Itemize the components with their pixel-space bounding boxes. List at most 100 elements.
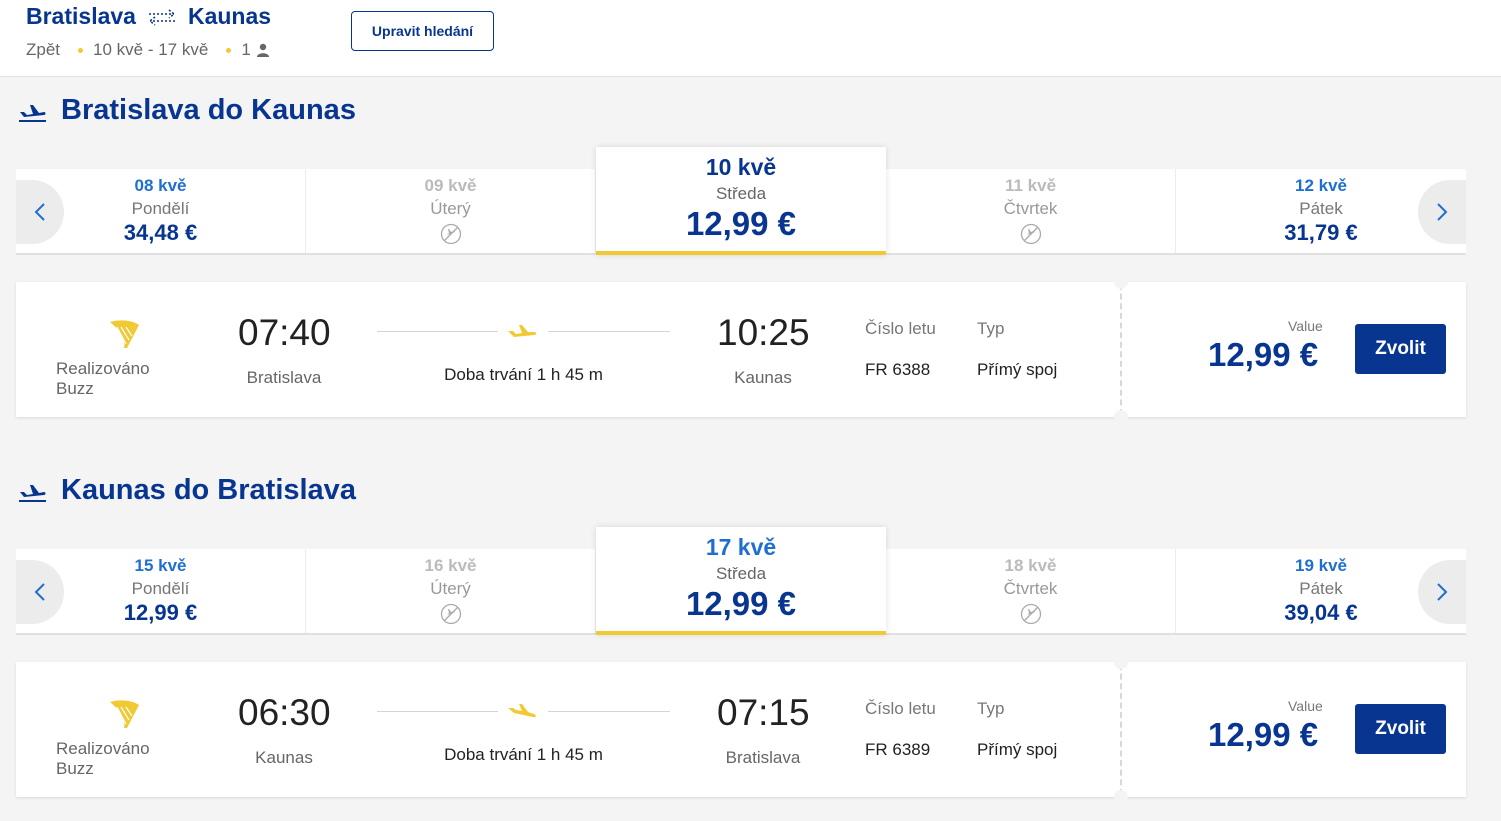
route-line (377, 331, 498, 332)
card-notch (1114, 790, 1128, 804)
flight-type: Přímý spoj (977, 740, 1058, 759)
date-price: 12,99 € (123, 600, 198, 625)
flight-number: FR 6388 (865, 360, 931, 379)
no-flight-icon (1020, 603, 1041, 625)
date-price: 12,99 € (685, 205, 797, 242)
section-title: Bratislava do Kaunas (18, 94, 356, 127)
weekday-label: Pátek (1299, 199, 1343, 218)
date-label: 19 kvě (1295, 556, 1347, 575)
flight-duration: Doba trvání 1 h 45 m (444, 365, 603, 384)
departure-city: Kaunas (255, 748, 313, 767)
plane-icon (508, 325, 537, 337)
section-title: Kaunas do Bratislava (18, 474, 356, 507)
person-icon (256, 43, 270, 57)
departure-city: Bratislava (246, 368, 322, 387)
weekday-label: Čtvrtek (1003, 579, 1058, 598)
flight-number: FR 6389 (865, 740, 931, 759)
search-details: Zpět 10 kvě - 17 kvě 1 (26, 40, 270, 60)
flight-duration: Doba trvání 1 h 45 m (444, 745, 603, 764)
date-label: 16 kvě (424, 556, 477, 575)
date-option[interactable]: 19 kvě Pátek 39,04 € (1176, 549, 1466, 633)
date-option[interactable]: 12 kvě Pátek 31,79 € (1176, 169, 1466, 253)
flight-card: Realizováno Buzz 07:40 Bratislava Doba t… (16, 275, 1466, 424)
flight-type-label: Typ (977, 699, 1005, 718)
travel-dates: 10 kvě - 17 kvě (93, 40, 209, 59)
weekday-label: Čtvrtek (1003, 199, 1058, 218)
select-flight-button[interactable]: Zvolit (1355, 324, 1446, 374)
card-notch (1114, 655, 1128, 669)
plane-landing-icon (508, 704, 536, 718)
date-label: 11 kvě (1004, 176, 1057, 195)
date-label: 08 kvě (134, 176, 187, 195)
plane-takeoff-icon (18, 480, 47, 502)
search-summary-bar: Bratislava Kaunas Zpět 10 kvě - 17 kvě 1… (0, 0, 1501, 77)
selected-date-option[interactable]: 17 kvě Středa 12,99 € (596, 527, 886, 635)
trip-type: Zpět (26, 40, 61, 59)
section-title-text: Kaunas do Bratislava (61, 474, 356, 506)
date-option: 18 kvě Čtvrtek (886, 549, 1176, 633)
arrival-city: Bratislava (725, 748, 801, 767)
date-option: 11 kvě Čtvrtek (886, 169, 1176, 253)
next-dates-button[interactable] (1418, 560, 1466, 624)
ryanair-harp-logo-icon (110, 700, 139, 728)
origin-city: Bratislava (26, 3, 136, 29)
date-option[interactable]: 15 kvě Pondělí 12,99 € (16, 549, 306, 633)
arrival-time: 07:15 (717, 692, 810, 733)
date-label: 09 kvě (424, 176, 477, 195)
date-label: 17 kvě (705, 534, 777, 560)
fare-price: 12,99 € (1208, 336, 1319, 373)
select-flight-button[interactable]: Zvolit (1355, 704, 1446, 754)
route-line (548, 711, 670, 712)
card-divider (1120, 664, 1122, 795)
edit-search-button[interactable]: Upravit hledání (351, 11, 494, 51)
card-divider (1120, 284, 1122, 415)
date-option[interactable]: 08 kvě Pondělí 34,48 € (16, 169, 306, 253)
route-line (548, 331, 670, 332)
date-option: 09 kvě Úterý (306, 169, 596, 253)
weekday-label: Pátek (1299, 579, 1343, 598)
weekday-label: Středa (715, 564, 767, 583)
destination-city: Kaunas (187, 3, 272, 29)
date-price: 34,48 € (123, 220, 198, 245)
chevron-left-icon (34, 203, 45, 221)
separator-dot (78, 47, 84, 53)
date-option: 16 kvě Úterý (306, 549, 596, 633)
passenger-count: 1 (241, 40, 251, 59)
flight-card: Realizováno Buzz 06:30 Kaunas Doba trván… (16, 655, 1466, 804)
arrival-city: Kaunas (734, 368, 792, 387)
date-label: 10 kvě (705, 154, 777, 180)
selected-date-option[interactable]: 10 kvě Středa 12,99 € (596, 147, 886, 255)
weekday-label: Pondělí (131, 199, 190, 218)
fare-price: 12,99 € (1208, 716, 1319, 753)
round-trip-arrows-icon (146, 8, 178, 26)
separator-dot (226, 47, 232, 53)
chevron-right-icon (1437, 583, 1448, 601)
section-title-text: Bratislava do Kaunas (61, 94, 356, 126)
next-dates-button[interactable] (1418, 180, 1466, 244)
ryanair-harp-logo-icon (110, 320, 139, 348)
card-notch (1114, 410, 1128, 424)
operator-label: Realizováno Buzz (56, 359, 150, 398)
date-label: 18 kvě (1004, 556, 1057, 575)
date-price: 12,99 € (685, 585, 797, 622)
flight-type: Přímý spoj (977, 360, 1058, 379)
route-line (377, 711, 498, 712)
flight-number-label: Číslo letu (865, 699, 936, 718)
date-price: 39,04 € (1284, 600, 1358, 625)
departure-time: 06:30 (238, 692, 331, 733)
card-notch (1114, 275, 1128, 289)
weekday-label: Středa (715, 184, 767, 203)
no-flight-icon (1020, 223, 1041, 245)
date-label: 15 kvě (134, 556, 187, 575)
arrival-time: 10:25 (717, 312, 810, 353)
date-label: 12 kvě (1295, 176, 1347, 195)
weekday-label: Úterý (430, 579, 471, 598)
route-title: Bratislava Kaunas (26, 3, 271, 30)
weekday-label: Úterý (430, 199, 471, 218)
operator-label: Realizováno Buzz (56, 739, 150, 778)
flight-type-label: Typ (977, 319, 1005, 338)
fare-type: Value (1288, 698, 1323, 714)
departure-time: 07:40 (238, 312, 331, 353)
no-flight-icon (440, 603, 461, 625)
plane-takeoff-icon (18, 100, 47, 122)
